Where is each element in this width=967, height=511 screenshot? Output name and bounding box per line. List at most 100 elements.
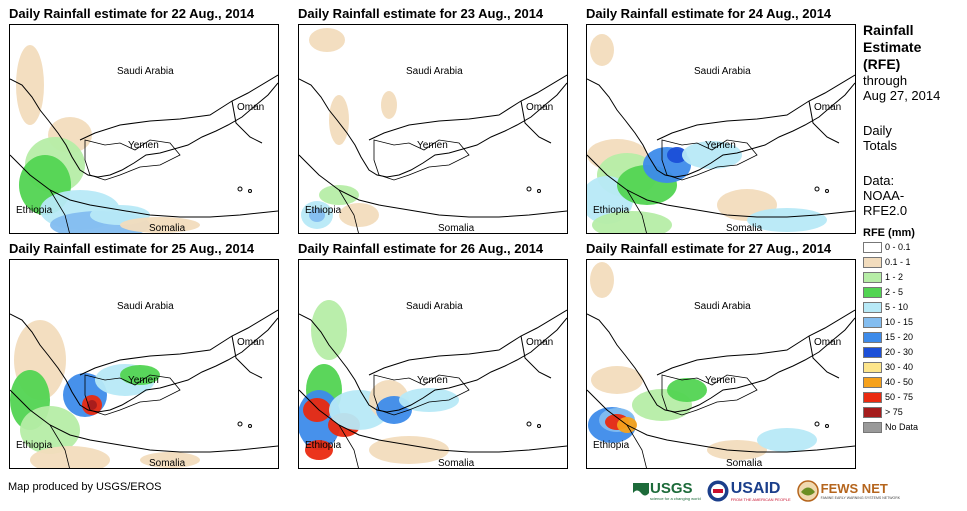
somalia-border [49, 424, 70, 468]
rainfall-area [667, 378, 707, 402]
island [248, 424, 252, 428]
fewsnet-logo-text: FEWS NET [820, 480, 888, 496]
country-label-yemen: Yemen [417, 140, 448, 151]
rainfall-area [30, 446, 110, 468]
oman-border [231, 335, 263, 379]
legend-data-line: RFE2.0 [863, 203, 908, 218]
country-label-yemen: Yemen [705, 140, 736, 151]
country-label-oman: Oman [526, 337, 554, 348]
rainfall-area [309, 208, 325, 222]
somalia-border [338, 189, 359, 233]
rainfall-area [369, 436, 449, 464]
yemen-region-map [299, 28, 567, 233]
legend-through: through Aug 27, 2014 [863, 73, 963, 103]
legend-daily: Daily Totals [863, 123, 963, 153]
island [814, 186, 820, 192]
coastline [10, 78, 278, 178]
legend-data-line: NOAA- [863, 188, 905, 203]
yemen-governorates [84, 374, 181, 416]
legend-swatch [863, 362, 882, 373]
map-title: Daily Rainfall estimate for 23 Aug., 201… [298, 6, 544, 21]
rainfall-area [309, 28, 345, 52]
country-label-somalia: Somalia [438, 458, 475, 469]
oman-border [520, 335, 552, 379]
coastline [587, 78, 855, 178]
country-label-oman: Oman [526, 102, 554, 113]
legend-label: 5 - 10 [885, 302, 909, 312]
legend-label: 50 - 75 [885, 392, 914, 402]
legend-class: 0.1 - 1 [863, 255, 963, 270]
rainfall-area [329, 95, 349, 145]
legend-class: 5 - 10 [863, 300, 963, 315]
rainfall-area [707, 440, 767, 460]
legend-label: 40 - 50 [885, 377, 914, 387]
usaid-logo-tagline: FROM THE AMERICAN PEOPLE [730, 496, 791, 502]
usgs-logo-tagline: science for a changing world [650, 496, 701, 501]
legend-class: 2 - 5 [863, 285, 963, 300]
country-label-somalia: Somalia [726, 223, 763, 234]
coastline [587, 313, 855, 413]
legend-swatch [863, 407, 882, 418]
legend-label: 15 - 20 [885, 332, 914, 342]
rainfall-area [667, 147, 687, 163]
legend-class: 30 - 40 [863, 360, 963, 375]
somalia-border [49, 189, 70, 233]
rainfall-area [399, 388, 459, 412]
yemen-region-map [587, 262, 855, 468]
legend-class: 40 - 50 [863, 375, 963, 390]
legend-label: 2 - 5 [885, 287, 904, 297]
country-label-saudi-arabia: Saudi Arabia [406, 66, 463, 77]
country-label-somalia: Somalia [438, 223, 475, 234]
legend-class: > 75 [863, 405, 963, 420]
legend-swatch [863, 347, 882, 358]
country-label-somalia: Somalia [149, 223, 186, 234]
yemen-governorates [373, 139, 470, 181]
island [814, 421, 820, 427]
legend-swatch [863, 392, 882, 403]
island [526, 186, 532, 192]
rainfall-area [16, 45, 44, 125]
country-label-yemen: Yemen [128, 375, 159, 386]
island [526, 421, 532, 427]
rainfall-area [590, 262, 614, 298]
legend-label: 1 - 2 [885, 272, 904, 282]
legend-class: 10 - 15 [863, 315, 963, 330]
legend-swatch [863, 287, 882, 298]
country-label-oman: Oman [814, 337, 842, 348]
saudi-border [656, 309, 855, 376]
legend-data-line: Data: [863, 173, 895, 188]
fewsnet-logo: FEWS NET FAMINE EARLY WARNING SYSTEMS NE… [796, 480, 900, 502]
hornline [587, 154, 855, 218]
legend-label: No Data [885, 422, 919, 432]
rainfall-area [319, 185, 359, 205]
legend-class-list: 0 - 0.1 0.1 - 1 1 - 2 2 - 5 5 - 10 10 - 15 15 … [863, 240, 963, 435]
map-title: Daily Rainfall estimate for 26 Aug., 201… [298, 241, 544, 256]
country-label-oman: Oman [237, 337, 265, 348]
legend-label: 0.1 - 1 [885, 257, 911, 267]
legend-units-title: RFE (mm) [863, 227, 915, 239]
legend-label: 30 - 40 [885, 362, 914, 372]
country-label-ethiopia: Ethiopia [305, 440, 342, 451]
rainfall-area [305, 440, 333, 460]
island [237, 186, 243, 192]
rainfall-area [339, 203, 379, 227]
somalia-border [626, 424, 647, 468]
oman-border [808, 335, 840, 379]
legend-swatch [863, 332, 882, 343]
hornline [299, 389, 567, 453]
legend-class: 15 - 20 [863, 330, 963, 345]
country-label-saudi-arabia: Saudi Arabia [117, 301, 174, 312]
legend-title: Rainfall Estimate (RFE) [863, 22, 963, 73]
coastline [299, 78, 567, 178]
usaid-seal-icon [707, 480, 729, 502]
rainfall-area [757, 428, 817, 452]
rainfall-area [120, 365, 160, 385]
legend-swatch [863, 422, 882, 433]
legend-class: 1 - 2 [863, 270, 963, 285]
yemen-governorates [661, 374, 758, 416]
country-label-ethiopia: Ethiopia [305, 205, 342, 216]
country-label-yemen: Yemen [417, 375, 448, 386]
rainfall-area [682, 141, 742, 169]
legend-swatch [863, 242, 882, 253]
rainfall-area [303, 398, 331, 422]
